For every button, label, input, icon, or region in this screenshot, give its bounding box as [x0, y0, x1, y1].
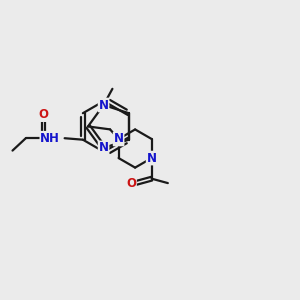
Text: O: O	[126, 177, 136, 190]
Text: N: N	[99, 141, 109, 154]
Text: O: O	[38, 108, 48, 121]
Text: N: N	[99, 98, 109, 112]
Text: N: N	[114, 133, 124, 146]
Text: NH: NH	[40, 132, 60, 145]
Text: N: N	[147, 152, 157, 165]
